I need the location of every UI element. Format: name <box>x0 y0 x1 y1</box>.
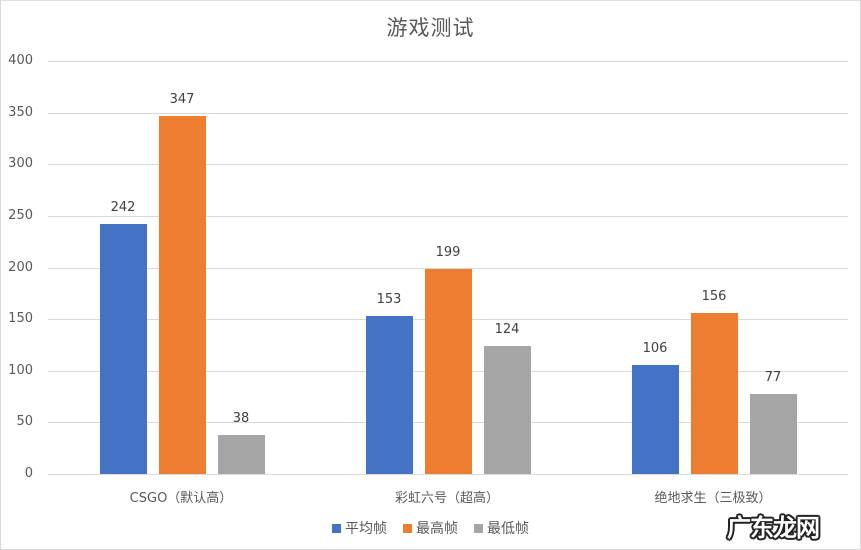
y-tick-label: 300 <box>8 156 33 171</box>
y-tick-label: 150 <box>8 311 33 326</box>
gridline <box>48 164 848 165</box>
legend: 平均帧 最高帧 最低帧 <box>0 518 861 538</box>
watermark-logo: 广东龙网 <box>727 514 820 542</box>
legend-label: 最高帧 <box>416 521 458 537</box>
bar <box>425 269 472 474</box>
gridline <box>48 113 848 114</box>
legend-swatch-icon <box>474 523 483 533</box>
data-label: 347 <box>169 92 195 107</box>
bar <box>366 316 413 474</box>
y-tick-label: 200 <box>8 260 33 275</box>
legend-item: 最低帧 <box>474 518 529 538</box>
legend-swatch-icon <box>332 523 341 533</box>
data-label: 124 <box>494 322 520 337</box>
data-label: 38 <box>232 411 250 426</box>
data-label: 199 <box>435 245 461 260</box>
bar <box>218 435 265 474</box>
bar <box>750 394 797 474</box>
bar <box>484 346 531 474</box>
legend-label: 最低帧 <box>487 521 529 537</box>
y-tick-label: 50 <box>16 414 33 429</box>
x-category-label: 彩虹六号（超高） <box>394 491 499 506</box>
bar <box>691 313 738 474</box>
data-label: 242 <box>110 200 136 215</box>
legend-swatch-icon <box>403 523 412 533</box>
gridline <box>48 216 848 217</box>
legend-label: 平均帧 <box>345 521 387 537</box>
x-category-label: CSGO（默认高） <box>129 491 233 506</box>
gridline <box>48 61 848 62</box>
data-label: 153 <box>376 292 402 307</box>
bar <box>100 224 147 474</box>
x-category-label: 绝地求生（三极致） <box>654 491 772 506</box>
y-tick-label: 350 <box>8 105 33 120</box>
y-tick-label: 400 <box>8 53 33 68</box>
y-tick-label: 250 <box>8 208 33 223</box>
legend-item: 平均帧 <box>332 518 387 538</box>
chart-title: 游戏测试 <box>386 16 475 40</box>
gridline <box>48 474 848 475</box>
data-label: 156 <box>701 289 727 304</box>
data-label: 77 <box>764 370 782 385</box>
bar <box>632 365 679 474</box>
data-label: 106 <box>642 341 668 356</box>
bar <box>159 116 206 474</box>
gridline <box>48 268 848 269</box>
y-tick-label: 0 <box>24 466 33 481</box>
y-tick-label: 100 <box>8 363 33 378</box>
legend-item: 最高帧 <box>403 518 458 538</box>
